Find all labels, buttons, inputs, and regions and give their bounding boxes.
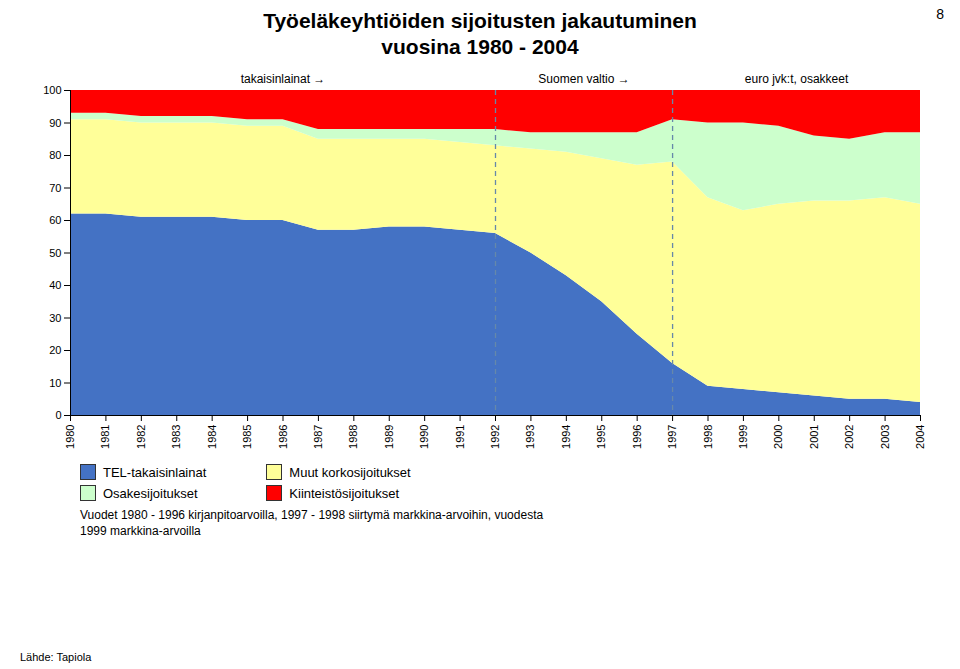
svg-text:1987: 1987 bbox=[312, 425, 324, 449]
svg-text:10: 10 bbox=[49, 377, 61, 389]
svg-text:100: 100 bbox=[43, 84, 61, 96]
html-text:Muut korkosijoitukset: Muut korkosijoitukset bbox=[289, 464, 411, 480]
svg-text:1990: 1990 bbox=[418, 425, 430, 449]
svg-text:1996: 1996 bbox=[631, 425, 643, 449]
html-text:Osakesijoitukset: Osakesijoitukset bbox=[103, 485, 198, 501]
svg-text:1986: 1986 bbox=[277, 425, 289, 449]
svg-text:40: 40 bbox=[49, 279, 61, 291]
svg-text:2001: 2001 bbox=[808, 425, 820, 449]
svg-text:1997: 1997 bbox=[666, 425, 678, 449]
svg-text:90: 90 bbox=[49, 117, 61, 129]
svg-text:1988: 1988 bbox=[347, 425, 359, 449]
svg-text:1995: 1995 bbox=[595, 425, 607, 449]
svg-text:Suomen valtio →: Suomen valtio → bbox=[538, 72, 629, 86]
svg-text:euro jvk:t, osakkeet: euro jvk:t, osakkeet bbox=[745, 72, 849, 86]
html-text:Vuodet 1980 - 1996 kirjanpitoa: Vuodet 1980 - 1996 kirjanpitoarvoilla, 1… bbox=[80, 508, 544, 538]
svg-text:1981: 1981 bbox=[99, 425, 111, 449]
svg-text:80: 80 bbox=[49, 149, 61, 161]
svg-text:1994: 1994 bbox=[560, 425, 572, 449]
html-text:TEL-takaisinlainat: TEL-takaisinlainat bbox=[103, 464, 207, 480]
svg-text:1999: 1999 bbox=[737, 425, 749, 449]
svg-text:1989: 1989 bbox=[383, 425, 395, 449]
svg-text:50: 50 bbox=[49, 247, 61, 259]
svg-text:1993: 1993 bbox=[524, 425, 536, 449]
svg-text:30: 30 bbox=[49, 312, 61, 324]
svg-text:70: 70 bbox=[49, 182, 61, 194]
svg-text:2004: 2004 bbox=[914, 425, 926, 449]
svg-text:1980: 1980 bbox=[64, 425, 76, 449]
svg-text:1983: 1983 bbox=[170, 425, 182, 449]
svg-text:1992: 1992 bbox=[489, 425, 501, 449]
svg-text:1991: 1991 bbox=[454, 425, 466, 449]
html-text:8: 8 bbox=[936, 6, 944, 22]
svg-text:60: 60 bbox=[49, 214, 61, 226]
html-text:Kiinteistösijoitukset: Kiinteistösijoitukset bbox=[289, 485, 400, 501]
svg-text:takaisinlainat →: takaisinlainat → bbox=[241, 72, 326, 86]
html-text:Lähde: Tapiola: Lähde: Tapiola bbox=[20, 651, 92, 663]
svg-text:2000: 2000 bbox=[772, 425, 784, 449]
svg-text:0: 0 bbox=[55, 409, 61, 421]
html-text:Työeläkeyhtiöiden sijoitusten: Työeläkeyhtiöiden sijoitusten jakautumin… bbox=[263, 9, 697, 32]
html-text:vuosina 1980 - 2004: vuosina 1980 - 2004 bbox=[381, 35, 579, 58]
svg-text:2002: 2002 bbox=[843, 425, 855, 449]
svg-text:20: 20 bbox=[49, 344, 61, 356]
svg-text:1982: 1982 bbox=[135, 425, 147, 449]
svg-text:1998: 1998 bbox=[702, 425, 714, 449]
svg-text:1985: 1985 bbox=[241, 425, 253, 449]
svg-text:1984: 1984 bbox=[206, 425, 218, 449]
svg-text:2003: 2003 bbox=[879, 425, 891, 449]
